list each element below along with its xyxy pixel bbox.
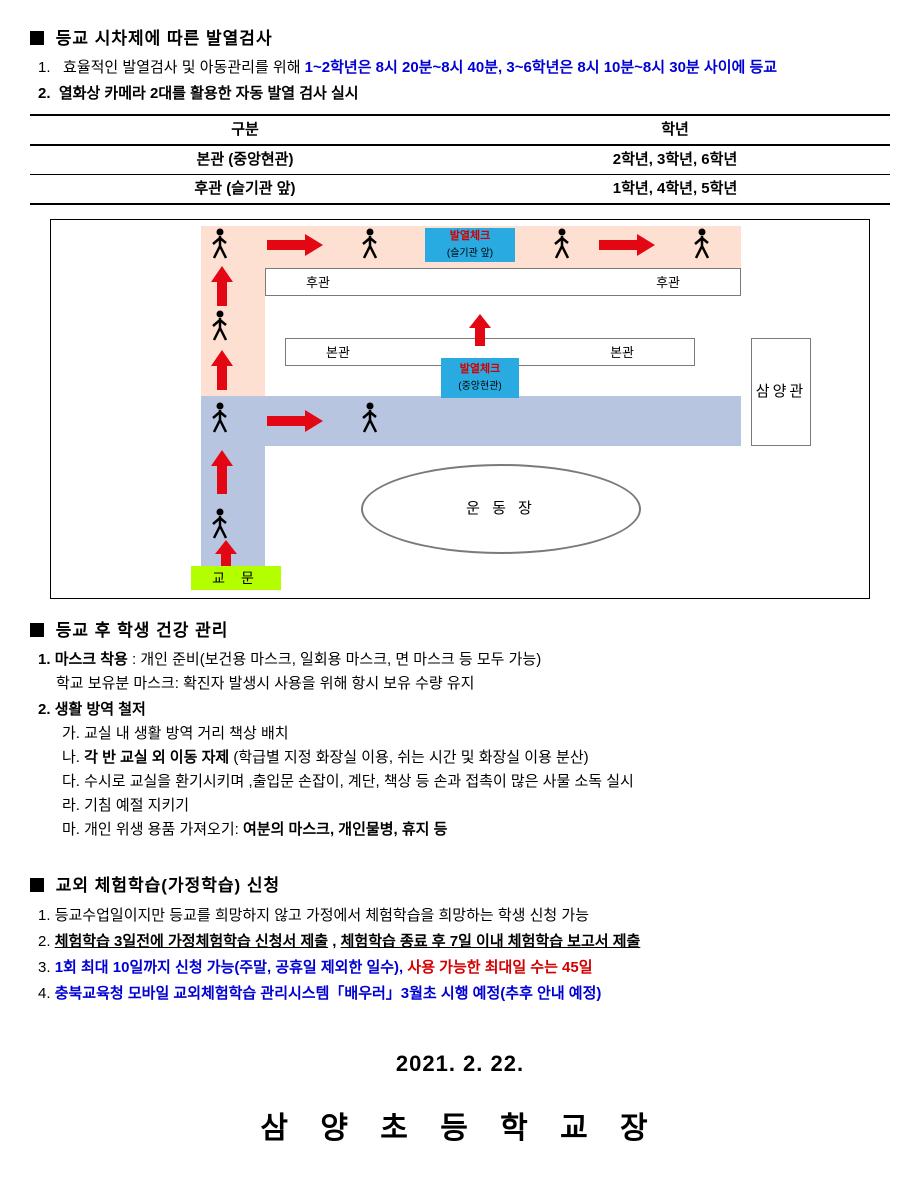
arrow-up-icon bbox=[211, 450, 233, 494]
school-gate: 교 문 bbox=[191, 566, 281, 590]
walker-icon bbox=[691, 228, 713, 260]
arrow-right-icon bbox=[599, 234, 655, 256]
section1-title: 등교 시차제에 따른 발열검사 bbox=[30, 25, 890, 52]
l2mid: , bbox=[332, 933, 340, 950]
list-item: 2. 체험학습 3일전에 가정체험학습 신청서 제출 , 체험학습 종료 후 7… bbox=[38, 930, 890, 954]
list-item: 1. 등교수업일이지만 등교를 희망하지 않고 가정에서 체험학습을 희망하는 … bbox=[38, 904, 890, 928]
check-title: 발열체크 bbox=[441, 361, 519, 379]
mask-head: 마스크 착용 bbox=[55, 651, 128, 668]
ground-label: 운 동 장 bbox=[466, 497, 536, 521]
list-number: 2. bbox=[38, 701, 55, 718]
item1-pre: 효율적인 발열검사 및 아동관리를 위해 bbox=[63, 59, 305, 76]
l1: 등교수업일이지만 등교를 희망하지 않고 가정에서 체험학습을 희망하는 학생 … bbox=[55, 907, 589, 924]
walker-icon bbox=[209, 228, 231, 260]
sub-item: 라. 기침 예절 지키기 bbox=[62, 794, 890, 818]
table-cell: 1학년, 4학년, 5학년 bbox=[460, 175, 890, 205]
section2-list: 1. 마스크 착용 : 개인 준비(보건용 마스크, 일회용 마스크, 면 마스… bbox=[38, 648, 890, 842]
l4: 충북교육청 모바일 교외체험학습 관리시스템「배우러」3월초 시행 예정(추후 … bbox=[55, 985, 602, 1002]
sub-bold: 여분의 마스크, 개인물병, 휴지 등 bbox=[243, 821, 447, 838]
table-cell: 2학년, 3학년, 6학년 bbox=[460, 145, 890, 175]
table-cell: 후관 (슬기관 앞) bbox=[30, 175, 460, 205]
l3b: 사용 가능한 최대일 수는 45일 bbox=[407, 959, 592, 976]
sub-item: 나. 각 반 교실 외 이동 자제 (학급별 지정 화장실 이용, 쉬는 시간 … bbox=[62, 746, 890, 770]
check-box-top: 발열체크 (슬기관 앞) bbox=[425, 228, 515, 262]
arrow-up-icon bbox=[211, 350, 233, 390]
l3a: 1회 최대 10일까지 신청 가능(주말, 공휴일 제외한 일수), bbox=[55, 959, 408, 976]
principal-name: 삼 양 초 등 학 교 장 bbox=[30, 1105, 890, 1153]
check-sub: (중앙현관) bbox=[441, 379, 519, 395]
list-item: 2. 열화상 카메라 2대를 활용한 자동 발열 검사 실시 bbox=[38, 82, 890, 106]
arrow-right-icon bbox=[267, 234, 323, 256]
grade-table: 구분 학년 본관 (중앙현관) 2학년, 3학년, 6학년 후관 (슬기관 앞)… bbox=[30, 114, 890, 205]
title-text: 등교 시차제에 따른 발열검사 bbox=[56, 29, 273, 48]
arrow-up-icon bbox=[215, 540, 237, 566]
walker-icon bbox=[359, 402, 381, 434]
rear-label-right: 후관 bbox=[656, 273, 680, 294]
sub-post: (학급별 지정 화장실 이용, 쉬는 시간 및 화장실 이용 분산) bbox=[233, 749, 588, 766]
sub-item: 마. 개인 위생 용품 가져오기: 여분의 마스크, 개인물병, 휴지 등 bbox=[62, 818, 890, 842]
mask-tail: : 개인 준비(보건용 마스크, 일회용 마스크, 면 마스크 등 모두 가능) bbox=[132, 651, 541, 668]
section2-title: 등교 후 학생 건강 관리 bbox=[30, 617, 890, 644]
playground: 운 동 장 bbox=[361, 464, 641, 554]
building-rear: 후관 후관 bbox=[265, 268, 741, 296]
table-header: 학년 bbox=[460, 115, 890, 145]
arrow-up-icon bbox=[211, 266, 233, 306]
list-number: 1. bbox=[38, 59, 59, 76]
sub-pre: 나. bbox=[62, 749, 84, 766]
table-cell: 본관 (중앙현관) bbox=[30, 145, 460, 175]
arrow-up-icon bbox=[469, 314, 491, 346]
l2b: 체험학습 종료 후 7일 이내 체험학습 보고서 제출 bbox=[341, 933, 641, 950]
walker-icon bbox=[209, 402, 231, 434]
list-item: 2. 생활 방역 철저 가. 교실 내 생활 방역 거리 책상 배치 나. 각 … bbox=[38, 698, 890, 842]
list-item: 3. 1회 최대 10일까지 신청 가능(주말, 공휴일 제외한 일수), 사용… bbox=[38, 956, 890, 980]
list-item: 1. 효율적인 발열검사 및 아동관리를 위해 1~2학년은 8시 20분~8시… bbox=[38, 56, 890, 80]
table-header: 구분 bbox=[30, 115, 460, 145]
list-number: 1. bbox=[38, 651, 55, 668]
sub-list: 가. 교실 내 생활 방역 거리 책상 배치 나. 각 반 교실 외 이동 자제… bbox=[62, 722, 890, 842]
title-text: 교외 체험학습(가정학습) 신청 bbox=[56, 876, 280, 895]
sub-item: 다. 수시로 교실을 환기시키며 ,출입문 손잡이, 계단, 책상 등 손과 접… bbox=[62, 770, 890, 794]
l2a: 체험학습 3일전에 가정체험학습 신청서 제출 bbox=[55, 933, 328, 950]
side-label: 삼양관 bbox=[756, 380, 806, 404]
hygiene-title: 생활 방역 철저 bbox=[55, 701, 146, 718]
section3-title: 교외 체험학습(가정학습) 신청 bbox=[30, 872, 890, 899]
sub-bold: 각 반 교실 외 이동 자제 bbox=[84, 749, 229, 766]
item1-blue: 1~2학년은 8시 20분~8시 40분, 3~6학년은 8시 10분~8시 3… bbox=[305, 59, 777, 76]
rear-label-left: 후관 bbox=[306, 273, 330, 294]
sub-item: 가. 교실 내 생활 방역 거리 책상 배치 bbox=[62, 722, 890, 746]
arrow-right-icon bbox=[267, 410, 323, 432]
map-diagram: 후관 후관 본관 본관 발열체크 (슬기관 앞) 발열체크 (중앙현관) 삼양관… bbox=[50, 219, 870, 599]
section3-list: 1. 등교수업일이지만 등교를 희망하지 않고 가정에서 체험학습을 희망하는 … bbox=[38, 904, 890, 1006]
walker-icon bbox=[551, 228, 573, 260]
list-item: 4. 충북교육청 모바일 교외체험학습 관리시스템「배우러」3월초 시행 예정(… bbox=[38, 982, 890, 1006]
check-sub: (슬기관 앞) bbox=[425, 246, 515, 262]
section1-list: 1. 효율적인 발열검사 및 아동관리를 위해 1~2학년은 8시 20분~8시… bbox=[38, 56, 890, 106]
check-box-mid: 발열체크 (중앙현관) bbox=[441, 358, 519, 398]
list-number: 3. bbox=[38, 959, 55, 976]
mask-sub: 학교 보유분 마스크: 확진자 발생시 사용을 위해 항시 보유 수량 유지 bbox=[56, 672, 890, 696]
sub-pre: 마. 개인 위생 용품 가져오기: bbox=[62, 821, 243, 838]
main-label-left: 본관 bbox=[326, 343, 350, 364]
list-number: 2. bbox=[38, 933, 55, 950]
check-title: 발열체크 bbox=[425, 228, 515, 246]
bullet-icon bbox=[30, 31, 44, 45]
walker-icon bbox=[359, 228, 381, 260]
gate-label: 교 문 bbox=[212, 567, 260, 589]
document-date: 2021. 2. 22. bbox=[30, 1046, 890, 1081]
item2-text: 열화상 카메라 2대를 활용한 자동 발열 검사 실시 bbox=[59, 85, 359, 102]
title-text: 등교 후 학생 건강 관리 bbox=[56, 621, 229, 640]
bullet-icon bbox=[30, 623, 44, 637]
list-number: 1. bbox=[38, 907, 55, 924]
walker-icon bbox=[209, 508, 231, 540]
bullet-icon bbox=[30, 878, 44, 892]
main-label-right: 본관 bbox=[610, 343, 634, 364]
building-side: 삼양관 bbox=[751, 338, 811, 446]
list-item: 1. 마스크 착용 : 개인 준비(보건용 마스크, 일회용 마스크, 면 마스… bbox=[38, 648, 890, 696]
walker-icon bbox=[209, 310, 231, 342]
list-number: 2. bbox=[38, 85, 55, 102]
list-number: 4. bbox=[38, 985, 55, 1002]
